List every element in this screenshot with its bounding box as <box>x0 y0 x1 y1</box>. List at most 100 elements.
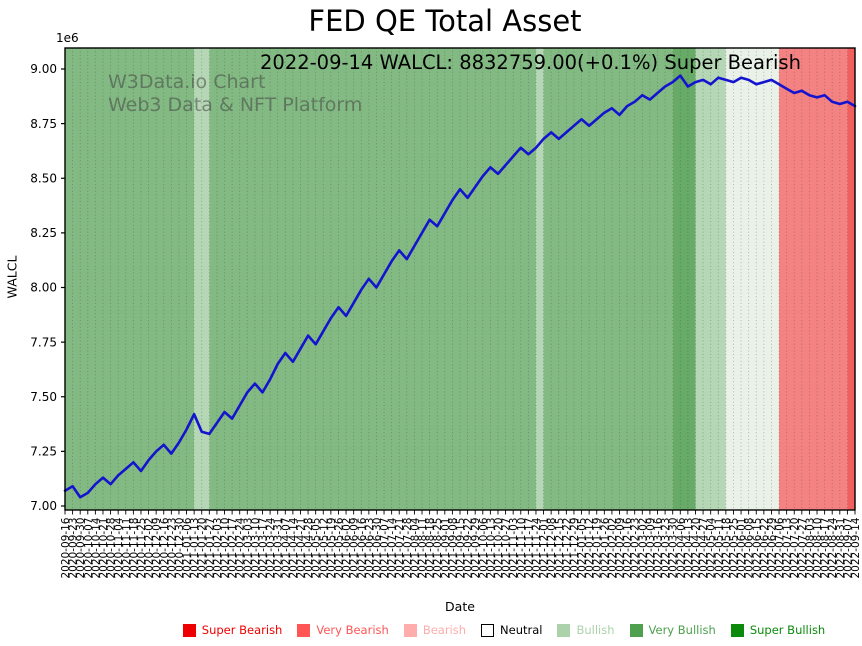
x-tick-label: 2021-05-19 <box>326 518 338 579</box>
signal-band <box>535 48 544 510</box>
watermark-line-1: W3Data.io Chart <box>108 71 266 93</box>
x-tick-label: 2021-07-28 <box>402 518 414 579</box>
walcl-line <box>63 74 857 499</box>
legend-item-super-bullish: Super Bullish <box>730 623 826 637</box>
x-tick-label: 2021-04-28 <box>303 518 315 579</box>
x-tick-label: 2021-12-22 <box>561 518 573 579</box>
x-tick-label: 2022-04-20 <box>690 518 702 579</box>
legend-swatch <box>629 623 643 637</box>
x-tick-label: 2021-09-01 <box>440 518 452 579</box>
legend-label: Super Bullish <box>749 623 826 637</box>
legend-item-super-bearish: Super Bearish <box>182 623 282 637</box>
signal-bands <box>65 48 855 510</box>
y-tick-label: 8.50 <box>30 171 57 185</box>
x-tick-label: 2021-11-10 <box>516 518 528 579</box>
x-tick-label: 2020-10-21 <box>98 518 110 579</box>
x-tick-label: 2022-06-22 <box>759 518 771 579</box>
legend-label: Bullish <box>576 623 615 637</box>
x-tick-label: 2022-06-08 <box>744 518 756 579</box>
x-tick-label: 2022-02-09 <box>615 518 627 579</box>
x-tick-label: 2022-01-19 <box>592 518 604 579</box>
legend-swatch <box>481 623 495 637</box>
legend: Super Bearish Very Bearish Bearish Neutral B… <box>150 618 858 642</box>
x-tick-label: 2021-01-06 <box>182 517 194 578</box>
legend-item-very-bearish: Very Bearish <box>297 623 389 637</box>
y-tick-label: 7.50 <box>30 390 57 404</box>
x-tick-label: 2022-09-14 <box>850 517 862 578</box>
y-tick-label: 9.00 <box>30 62 57 76</box>
x-tick-label: 2022-05-18 <box>721 518 733 579</box>
x-tick-label: 2021-02-10 <box>220 518 232 579</box>
legend-item-neutral: Neutral <box>481 623 542 637</box>
legend-item-very-bullish: Very Bullish <box>629 623 716 637</box>
x-tick-label: 2022-05-04 <box>706 517 718 578</box>
legend-label: Very Bullish <box>648 623 716 637</box>
x-tick-labels: 2020-09-162020-09-232020-09-302020-10-07… <box>60 510 862 579</box>
x-tick-label: 2021-03-24 <box>265 517 277 578</box>
x-tick-label: 2022-07-13 <box>782 518 794 579</box>
x-tick-label: 2020-12-30 <box>174 518 186 579</box>
x-tick-label: 2020-12-02 <box>144 518 156 579</box>
x-tick-label: 2020-11-11 <box>121 518 133 579</box>
signal-band <box>779 48 848 510</box>
x-tick-label: 2021-01-13 <box>189 518 201 579</box>
x-tick-label: 2022-06-15 <box>751 518 763 579</box>
x-tick-label: 2021-04-21 <box>295 518 307 579</box>
x-tick-label: 2021-06-23 <box>364 518 376 579</box>
signal-band <box>65 48 195 510</box>
x-tick-label: 2021-03-17 <box>258 518 270 579</box>
x-tick-label: 2020-11-25 <box>136 518 148 579</box>
x-tick-label: 2021-02-03 <box>212 518 224 579</box>
x-tick-label: 2020-10-14 <box>90 517 102 578</box>
x-tick-label: 2022-04-13 <box>683 518 695 579</box>
x-tick-label: 2020-09-30 <box>75 518 87 579</box>
x-tick-label: 2022-04-27 <box>698 518 710 579</box>
x-tick-label: 2022-09-07 <box>842 518 854 579</box>
x-tick-label: 2021-11-24 <box>531 517 543 578</box>
watermark: W3Data.io Chart Web3 Data & NFT Platform <box>108 71 362 117</box>
y-tick-label: 8.25 <box>30 226 57 240</box>
signal-band <box>695 48 726 510</box>
x-tick-label: 2022-08-24 <box>827 517 839 578</box>
x-tick-label: 2021-06-09 <box>349 518 361 579</box>
x-tick-label: 2022-06-01 <box>736 518 748 579</box>
x-tick-label: 2021-05-12 <box>318 518 330 579</box>
signal-band <box>209 48 536 510</box>
x-tick-label: 2022-07-06 <box>774 517 786 578</box>
x-tick-label: 2021-09-15 <box>455 518 467 579</box>
x-tick-label: 2021-10-13 <box>485 518 497 579</box>
y-tick-label: 8.75 <box>30 117 57 131</box>
x-tick-label: 2020-11-04 <box>113 517 125 578</box>
x-tick-label: 2020-10-28 <box>106 518 118 579</box>
x-tick-label: 2021-11-17 <box>523 518 535 579</box>
x-tick-label: 2021-06-30 <box>371 518 383 579</box>
y-tick-label: 7.25 <box>30 445 57 459</box>
x-tick-label: 2021-09-22 <box>463 518 475 579</box>
watermark-line-2: Web3 Data & NFT Platform <box>108 94 363 116</box>
legend-swatch <box>557 623 571 637</box>
weekly-gridlines <box>64 48 856 510</box>
x-tick-label: 2020-10-07 <box>83 518 95 579</box>
x-tick-label: 2022-02-02 <box>607 518 619 579</box>
x-tick-label: 2022-01-26 <box>599 517 611 578</box>
x-tick-label: 2021-07-07 <box>379 518 391 579</box>
chart-title: FED QE Total Asset <box>308 4 582 38</box>
x-tick-label: 2020-09-16 <box>60 517 72 578</box>
x-tick-label: 2021-08-11 <box>417 518 429 579</box>
y-tick-label: 8.00 <box>30 281 57 295</box>
x-tick-label: 2022-08-31 <box>835 518 847 579</box>
x-tick-label: 2020-12-09 <box>151 518 163 579</box>
x-tick-label: 2021-08-18 <box>425 518 437 579</box>
x-tick-label: 2021-05-26 <box>333 517 345 578</box>
x-tick-label: 2021-12-29 <box>569 518 581 579</box>
y-tick-labels: 7.00 7.25 7.50 7.75 8.00 8.25 8.50 8.75 9.00 <box>30 62 65 513</box>
x-tick-label: 2020-12-23 <box>166 518 178 579</box>
x-tick-label: 2021-10-06 <box>478 517 490 578</box>
current-value-annotation: 2022-09-14 WALCL: 8832759.00(+0.1%) Supe… <box>260 51 801 74</box>
x-tick-label: 2022-05-25 <box>728 518 740 579</box>
x-tick-label: 2022-05-11 <box>713 518 725 579</box>
legend-item-bullish: Bullish <box>557 623 615 637</box>
x-tick-label: 2022-03-23 <box>660 518 672 579</box>
